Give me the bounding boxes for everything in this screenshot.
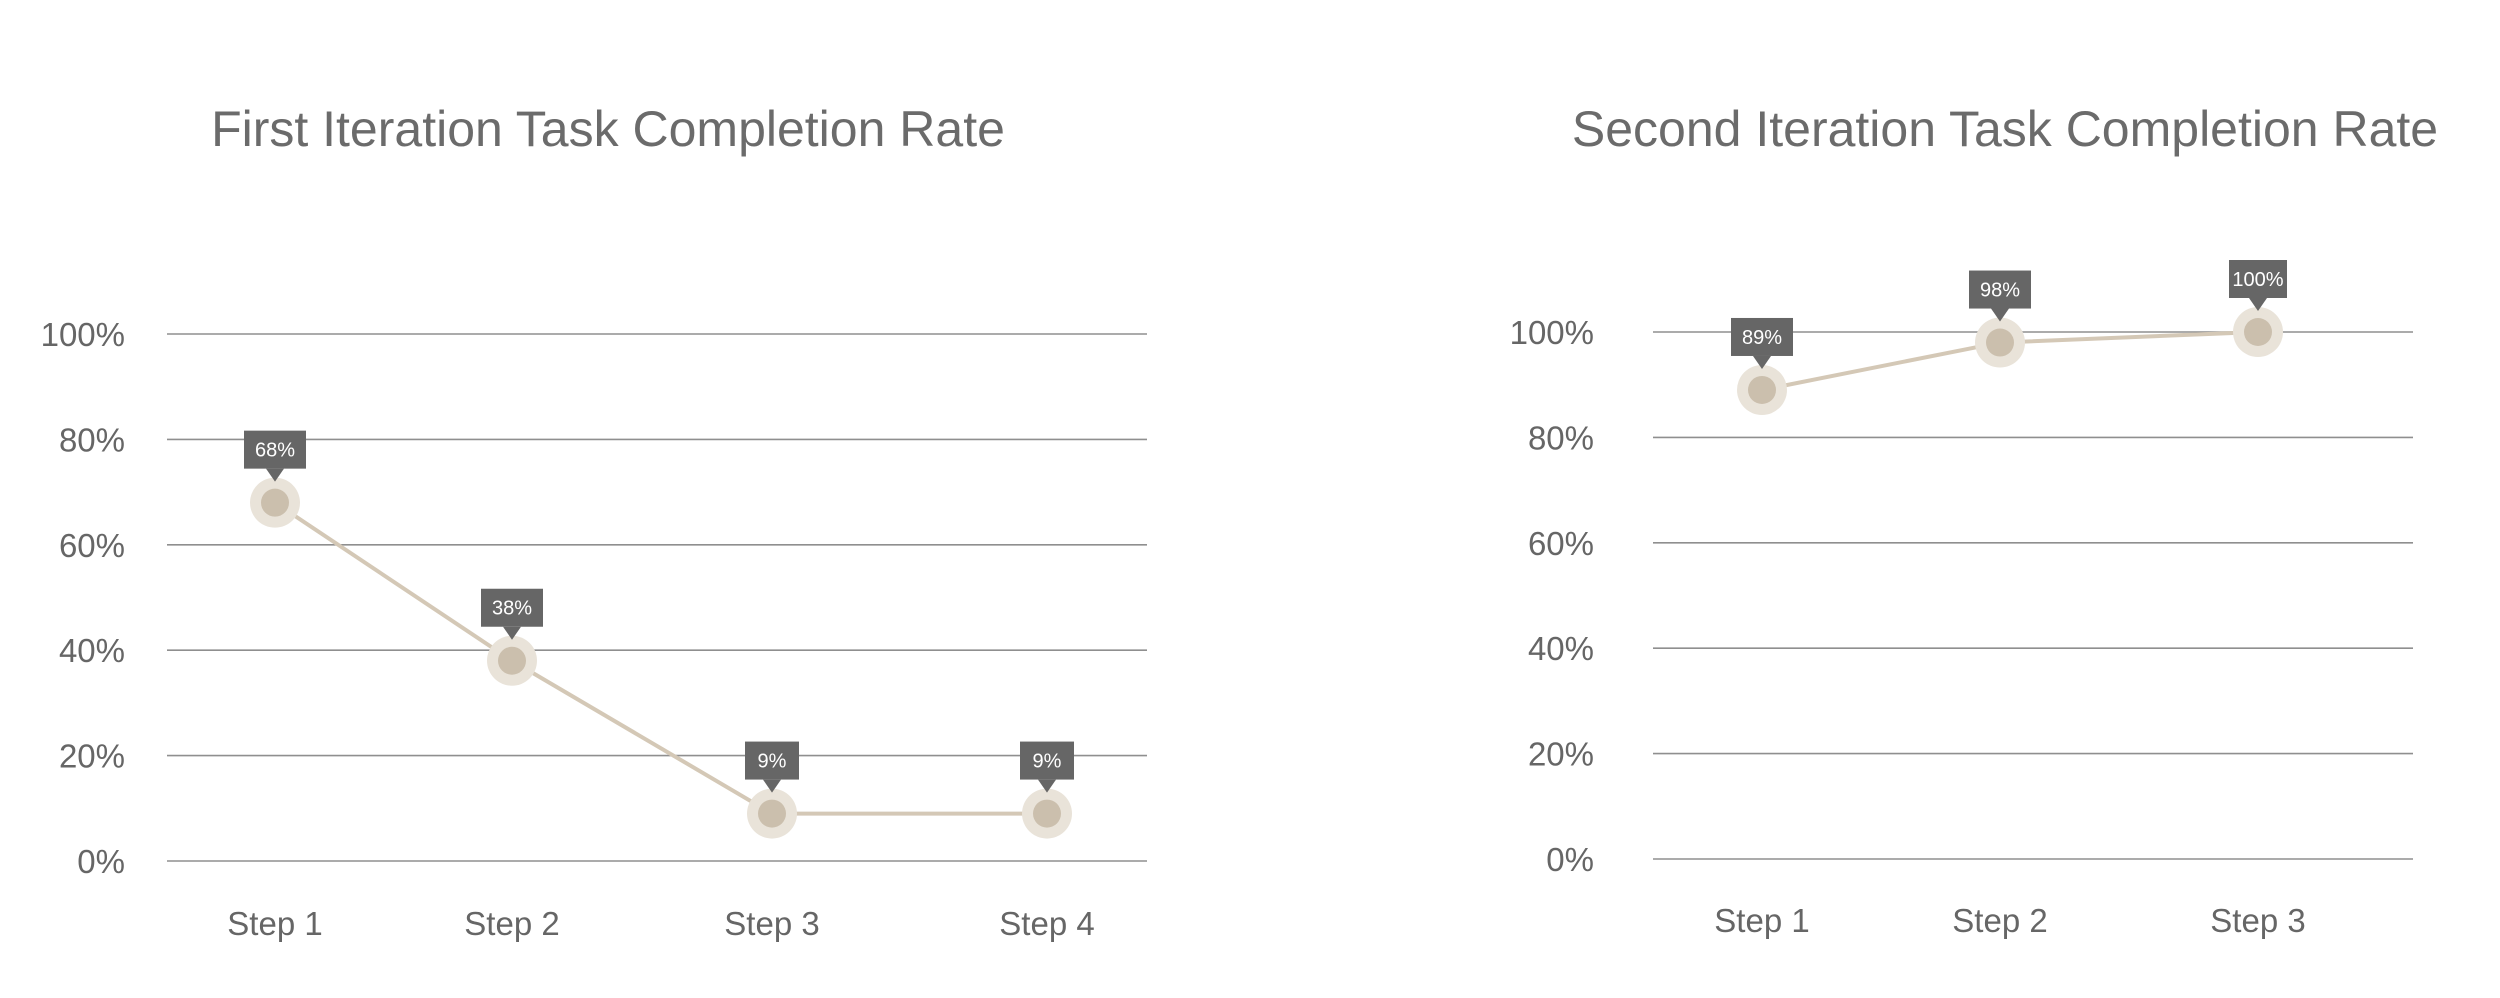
data-label-pointer: [503, 626, 521, 640]
data-label-pointer: [1753, 355, 1771, 369]
data-label-pointer: [266, 468, 284, 482]
gridlines: [167, 333, 1147, 862]
data-label: 100%: [2232, 269, 2283, 291]
series-line-group: [273, 500, 1047, 816]
data-label-pointer: [763, 779, 781, 793]
data-label-pointer: [2249, 298, 2267, 311]
data-point: [758, 799, 786, 828]
y-tick-label: 20%: [59, 738, 125, 775]
data-label-pointer: [1991, 308, 2009, 322]
data-point: [498, 646, 526, 675]
x-tick-label: Step 1: [227, 905, 322, 942]
x-tick-label: Step 2: [1952, 902, 2047, 939]
y-tick-label: 80%: [1528, 419, 1594, 456]
y-axis-ticks: 0% 20% 40% 60% 80% 100%: [1510, 314, 1594, 878]
data-points: [1737, 307, 2283, 415]
x-tick-label: Step 3: [2210, 902, 2305, 939]
data-labels: 68% 38% 9% 9%: [244, 430, 1074, 793]
data-labels: 89% 98% 100%: [1731, 260, 2287, 369]
chart-title: Second Iteration Task Completion Rate: [1572, 101, 2438, 157]
data-label: 9%: [1033, 751, 1062, 773]
x-tick-label: Step 2: [464, 905, 559, 942]
y-tick-label: 20%: [1528, 736, 1594, 773]
data-point: [1748, 375, 1776, 404]
data-label-box: [745, 741, 799, 780]
data-label: 68%: [255, 440, 295, 462]
y-tick-label: 80%: [59, 421, 125, 458]
x-axis-ticks: Step 1 Step 2 Step 3 Step 4: [227, 905, 1094, 942]
data-label-box: [481, 588, 543, 627]
y-tick-label: 40%: [59, 632, 125, 669]
y-tick-label: 100%: [1510, 314, 1594, 351]
x-tick-label: Step 1: [1714, 902, 1809, 939]
y-tick-label: 0%: [77, 843, 125, 880]
y-tick-label: 0%: [1546, 841, 1594, 878]
gridlines: [1653, 331, 2413, 860]
data-label-box: [244, 430, 306, 469]
data-label-box: [1731, 317, 1793, 356]
data-label: 38%: [492, 598, 532, 620]
data-label: 98%: [1980, 280, 2020, 302]
y-tick-label: 60%: [59, 527, 125, 564]
series-line: [273, 500, 1047, 816]
y-axis-ticks: 0% 20% 40% 60% 80% 100%: [41, 316, 125, 880]
data-label-box: [1020, 741, 1074, 780]
data-point: [2244, 318, 2272, 346]
first-iteration-chart: First Iteration Task Completion Rate 0% 2…: [41, 101, 1147, 942]
data-point: [261, 488, 289, 517]
x-tick-label: Step 4: [999, 905, 1094, 942]
data-point: [1986, 328, 2014, 357]
data-label-box: [1969, 270, 2031, 309]
data-points: [250, 477, 1072, 839]
data-label-box: [2229, 260, 2287, 298]
data-point: [1033, 799, 1061, 828]
x-axis-ticks: Step 1 Step 2 Step 3: [1714, 902, 2305, 939]
data-label: 89%: [1742, 327, 1782, 349]
y-tick-label: 100%: [41, 316, 125, 353]
chart-title: First Iteration Task Completion Rate: [211, 101, 1005, 157]
data-label-pointer: [1038, 779, 1056, 793]
data-label: 9%: [758, 751, 787, 773]
y-tick-label: 40%: [1528, 630, 1594, 667]
x-tick-label: Step 3: [724, 905, 819, 942]
second-iteration-chart: Second Iteration Task Completion Rate 0%…: [1510, 101, 2439, 939]
y-tick-label: 60%: [1528, 525, 1594, 562]
